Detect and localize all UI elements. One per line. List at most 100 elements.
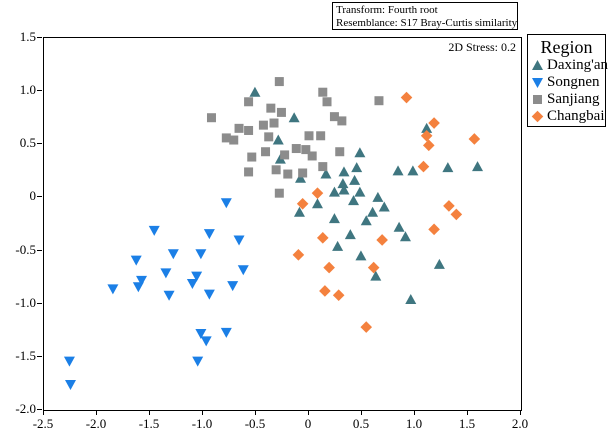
sanjiang-data-point [234,123,244,133]
x-tick-label: -2.0 [85,416,107,431]
daxingan-data-point [293,206,305,217]
songnen-data-point [237,265,249,276]
daxingan-data-point [354,147,366,158]
transform-info-box: Transform: Fourth root Resemblance: S17 … [332,2,518,30]
daxingan-data-point [337,178,349,189]
sanjiang-data-point [337,116,347,126]
plot-area: 2D Stress: 0.2 [43,37,522,411]
legend-item-sanjiang: Sanjiang [528,91,605,108]
sanjiang-data-point [318,87,328,97]
legend-item-songnen: Songnen [528,74,605,91]
daxingan-data-point [472,161,484,172]
songnen-data-point [203,229,215,240]
legend: Region Daxing'an Songnen Sanjiang Changbai [527,34,609,127]
x-tick-label: -2.5 [32,416,54,431]
songnen-data-point [130,255,142,266]
sanjiang-data-point [291,144,301,154]
daxingan-data-point [344,229,356,240]
daxingan-data-point [272,134,284,145]
x-tick-label: -1.5 [138,416,160,431]
daxingan-data-point [349,174,361,185]
legend-item-changbai: Changbai [528,108,605,125]
x-tick-label: -0.5 [244,416,266,431]
daxingan-data-point [338,184,350,195]
songnen-data-point [148,225,160,236]
diamond-icon [531,110,544,123]
legend-item-label: Daxing'an [547,57,609,73]
daxingan-data-point [328,213,340,224]
resemblance-text: Resemblance: S17 Bray-Curtis similarity [336,17,518,29]
changbai-data-point [367,261,380,274]
daxingan-data-point [351,162,363,173]
x-tick [202,410,203,415]
transform-text: Transform: Fourth root [336,4,438,16]
songnen-data-point [136,275,148,286]
changbai-data-point [376,234,388,246]
changbai-data-point [311,187,324,199]
sanjiang-data-point [280,150,290,160]
sanjiang-data-point [316,131,326,141]
y-tick [37,143,42,145]
sanjiang-data-point [247,152,257,162]
songnen-data-point [63,356,75,367]
y-tick-label: 1.5 [19,29,36,44]
triangle-down-icon [532,78,543,88]
sanjiang-data-point [244,125,254,135]
songnen-data-point [132,282,144,293]
songnen-data-point [220,198,232,209]
songnen-data-point [220,327,232,338]
songnen-data-point [200,336,212,347]
y-tick-label: -2.0 [15,401,36,416]
changbai-data-point [316,232,329,244]
sanjiang-data-point [258,120,268,130]
y-tick [37,302,42,304]
daxingan-data-point [360,215,372,226]
songnen-data-point [163,290,175,301]
changbai-data-point [468,133,481,145]
sanjiang-data-point [244,97,254,107]
sanjiang-data-point [301,145,311,155]
sanjiang-data-point [329,112,339,122]
songnen-data-point [160,268,172,279]
x-tick [414,410,415,415]
sanjiang-data-point [229,135,239,145]
x-tick [96,410,97,415]
x-tick [43,410,44,415]
x-tick [255,410,256,415]
sanjiang-data-point [271,165,281,175]
x-tick-label: 1.0 [405,416,423,431]
daxingan-data-point [372,191,384,202]
legend-item-label: Changbai [547,108,605,124]
sanjiang-data-point [374,96,384,106]
y-tick-label: -1.5 [15,347,36,363]
daxingan-data-point [367,206,379,217]
daxingan-data-point [320,168,332,179]
daxingan-data-point [354,186,366,197]
changbai-data-point [428,223,440,236]
y-tick [37,37,42,38]
sanjiang-data-point [298,168,308,178]
songnen-data-point [203,289,215,300]
daxingan-data-point [328,186,340,197]
x-tick-label: 0.5 [352,416,370,431]
y-tick-label: 1.0 [19,82,36,98]
daxingan-data-point [407,165,419,176]
x-tick-label: 0 [304,416,312,431]
songnen-data-point [191,271,203,282]
sanjiang-data-point [276,107,286,117]
changbai-data-point [332,289,345,302]
y-tick [37,355,42,357]
songnen-data-point [195,249,207,260]
x-tick [361,410,362,415]
changbai-data-point [319,285,331,297]
legend-items: Daxing'an Songnen Sanjiang Changbai [528,57,609,125]
songnen-data-point [195,328,207,339]
changbai-data-point [292,249,305,261]
sanjiang-data-point [318,162,328,172]
daxingan-data-point [392,165,404,176]
sanjiang-data-point [304,131,314,141]
sanjiang-data-point [307,151,317,161]
sanjiang-data-point [274,188,284,198]
daxingan-data-point [378,201,390,212]
changbai-data-point [296,198,309,210]
